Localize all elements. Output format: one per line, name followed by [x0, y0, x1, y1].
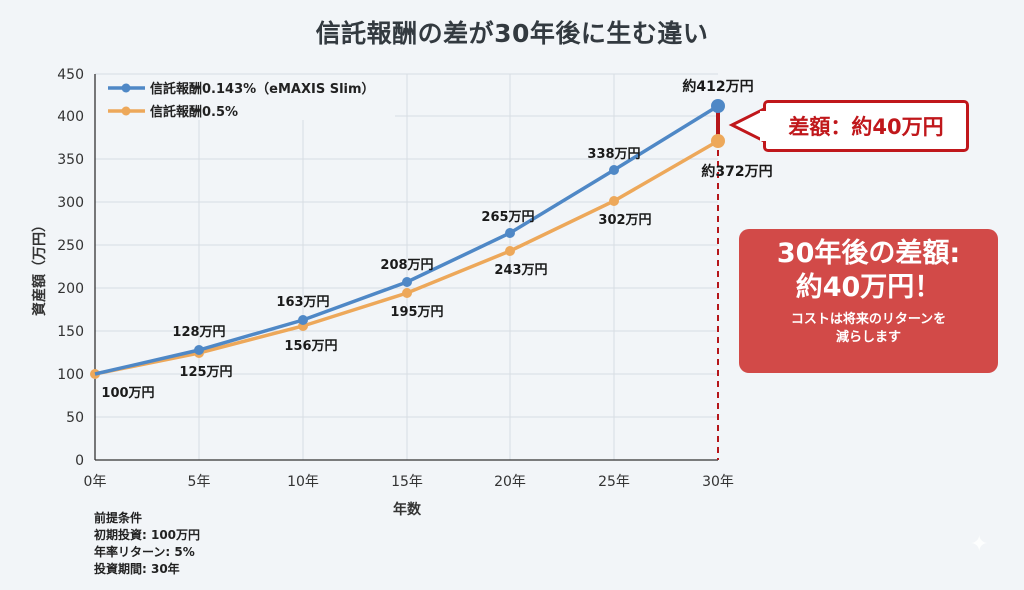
svg-text:150: 150 — [57, 324, 84, 340]
svg-text:100万円: 100万円 — [101, 386, 154, 401]
svg-text:243万円: 243万円 — [494, 263, 547, 278]
svg-text:100: 100 — [57, 367, 84, 383]
svg-text:約412万円: 約412万円 — [682, 78, 753, 95]
summary-line2: 約40万円！ — [795, 272, 942, 303]
svg-text:5年: 5年 — [188, 474, 211, 490]
svg-text:208万円: 208万円 — [380, 258, 433, 273]
svg-text:50: 50 — [66, 410, 84, 426]
gridlines — [95, 73, 718, 460]
summary-line3: コストは将来のリターンを — [790, 312, 947, 327]
svg-text:265万円: 265万円 — [481, 210, 534, 225]
svg-text:128万円: 128万円 — [172, 325, 225, 340]
summary-line1: 30年後の差額: — [776, 238, 961, 269]
svg-text:20年: 20年 — [494, 474, 526, 490]
svg-text:338万円: 338万円 — [587, 147, 640, 162]
series-0.5-data-labels: 100万円 125万円 156万円 195万円 243万円 302万円 約372… — [101, 163, 772, 401]
x-axis-label: 年数 — [393, 501, 422, 518]
assumptions-block: 前提条件 初期投資: 100万円 年率リターン: 5% 投資期間: 30年 — [94, 510, 200, 578]
series-0.143-markers — [194, 99, 725, 355]
svg-text:302万円: 302万円 — [598, 213, 651, 228]
svg-text:350: 350 — [57, 152, 84, 168]
svg-text:400: 400 — [57, 109, 84, 125]
svg-text:200: 200 — [57, 281, 84, 297]
legend-item-0.143: 信託報酬0.143%（eMAXIS Slim） — [150, 81, 375, 97]
svg-text:15年: 15年 — [391, 474, 423, 490]
svg-text:約372万円: 約372万円 — [701, 163, 772, 180]
svg-text:25年: 25年 — [598, 474, 630, 490]
svg-text:30年: 30年 — [702, 474, 734, 490]
x-tick-labels: 0年 5年 10年 15年 20年 25年 30年 — [84, 474, 734, 490]
assumptions-heading: 前提条件 — [94, 511, 143, 525]
svg-text:156万円: 156万円 — [284, 339, 337, 354]
svg-text:163万円: 163万円 — [276, 295, 329, 310]
summary-box: 30年後の差額: 約40万円！ コストは将来のリターンを 減らします — [739, 229, 998, 373]
assumption-initial: 初期投資: 100万円 — [94, 528, 201, 542]
sparkle-icon: ✦ — [970, 532, 989, 557]
callout-pointer-mask — [760, 111, 768, 141]
y-tick-labels: 0 50 100 150 200 250 300 350 400 450 — [57, 67, 84, 469]
svg-text:250: 250 — [57, 238, 84, 254]
chart-title: 信託報酬の差が30年後に生む違い — [315, 19, 709, 48]
svg-text:300: 300 — [57, 195, 84, 211]
assumption-return: 年率リターン: 5% — [94, 545, 195, 559]
svg-text:0: 0 — [75, 453, 84, 469]
legend: 信託報酬0.143%（eMAXIS Slim） 信託報酬0.5% — [108, 81, 375, 120]
svg-text:10年: 10年 — [287, 474, 319, 490]
series-0.143-data-labels: 128万円 163万円 208万円 265万円 338万円 約412万円 — [172, 78, 753, 340]
y-axis-label: 資産額（万円） — [31, 218, 48, 316]
svg-text:450: 450 — [57, 67, 84, 83]
assumption-period: 投資期間: 30年 — [94, 562, 180, 576]
legend-item-0.5: 信託報酬0.5% — [150, 104, 238, 120]
difference-callout: 差額：約40万円 — [763, 100, 969, 152]
summary-line4: 減らします — [835, 330, 901, 345]
svg-text:0年: 0年 — [84, 474, 107, 490]
svg-text:195万円: 195万円 — [390, 305, 443, 320]
svg-text:125万円: 125万円 — [179, 365, 232, 380]
